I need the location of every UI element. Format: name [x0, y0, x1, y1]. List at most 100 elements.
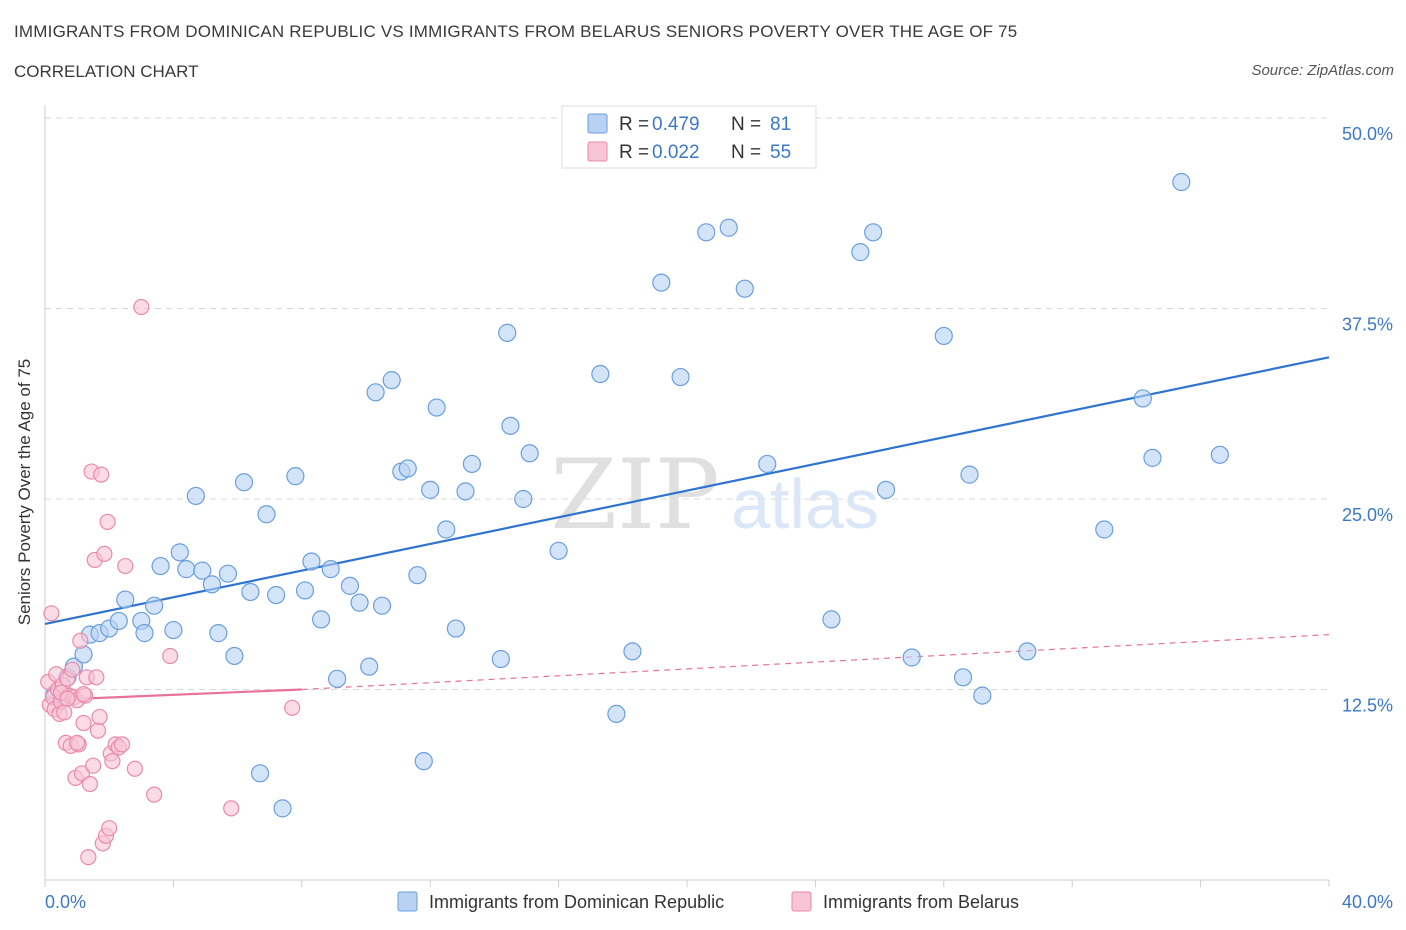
data-point-dominican-republic	[164, 620, 183, 640]
data-point-dominican-republic	[973, 686, 992, 705]
data-point-dominican-republic	[514, 489, 533, 509]
y-tick-label: 12.5%	[1342, 696, 1393, 716]
data-point-belarus	[80, 849, 97, 866]
data-point-belarus	[75, 714, 92, 732]
data-point-belarus	[99, 513, 116, 530]
axes	[44, 105, 1330, 887]
data-point-belarus	[85, 757, 102, 774]
data-point-dominican-republic	[719, 218, 738, 237]
data-point-dominican-republic	[607, 704, 626, 723]
data-point-dominican-republic	[360, 657, 379, 676]
data-point-belarus	[223, 800, 240, 817]
data-point-belarus	[73, 765, 91, 782]
legend-r-value-blue: 0.479	[652, 114, 700, 135]
data-point-dominican-republic	[193, 561, 212, 580]
y-tick-label: 50.0%	[1342, 124, 1393, 144]
data-point-dominican-republic	[257, 505, 276, 524]
data-point-dominican-republic	[1018, 642, 1037, 661]
data-point-belarus	[59, 690, 76, 707]
data-point-dominican-republic	[491, 649, 510, 669]
data-point-belarus	[93, 466, 110, 483]
data-point-belarus	[89, 722, 107, 739]
chart-subtitle: CORRELATION CHART	[14, 62, 199, 81]
data-point-dominican-republic	[372, 596, 392, 615]
data-point-dominican-republic	[851, 243, 870, 262]
series-legend-swatch-blue	[397, 891, 418, 912]
data-point-dominican-republic	[109, 611, 128, 631]
data-point-belarus	[96, 545, 113, 562]
data-point-dominican-republic	[822, 610, 841, 629]
data-point-dominican-republic	[340, 576, 360, 595]
data-point-dominican-republic	[697, 223, 716, 242]
data-point-dominican-republic	[953, 668, 973, 687]
data-point-belarus	[88, 669, 105, 686]
data-point-dominican-republic	[421, 480, 440, 499]
data-point-dominican-republic	[311, 610, 331, 629]
legend-n-label-blue: N =	[731, 114, 761, 135]
data-point-dominican-republic	[414, 752, 433, 771]
data-point-belarus	[101, 820, 118, 837]
data-point-dominican-republic	[302, 552, 321, 571]
data-point-dominican-republic	[116, 590, 135, 609]
data-point-dominican-republic	[671, 367, 690, 387]
data-point-dominican-republic	[1095, 520, 1114, 539]
data-point-belarus	[43, 605, 60, 622]
data-point-dominican-republic	[427, 398, 446, 417]
watermark-zip: ZIP	[550, 439, 719, 551]
data-point-dominican-republic	[234, 473, 254, 492]
tick-labels: 12.5% 25.0% 37.5% 50.0% 0.0% 40.0%	[45, 124, 1393, 912]
series-legend-swatch-pink	[791, 891, 812, 912]
data-point-dominican-republic	[735, 279, 754, 298]
legend-n-value-pink: 55	[770, 142, 791, 163]
series-legend-label-blue: Immigrants from Dominican Republic	[429, 892, 724, 912]
watermark: ZIP atlas	[550, 439, 879, 551]
x-tick-label: 40.0%	[1342, 892, 1393, 912]
data-point-dominican-republic	[446, 619, 465, 638]
data-point-belarus	[284, 699, 301, 716]
watermark-atlas: atlas	[731, 465, 879, 543]
data-point-dominican-republic	[498, 323, 517, 342]
data-point-belarus	[117, 557, 134, 575]
data-point-dominican-republic	[295, 581, 315, 600]
data-point-dominican-republic	[225, 646, 244, 666]
legend-r-value-pink: 0.022	[652, 142, 700, 163]
data-point-dominican-republic	[652, 273, 671, 292]
y-tick-label: 25.0%	[1342, 505, 1393, 525]
data-point-dominican-republic	[437, 520, 456, 539]
data-point-dominican-republic	[549, 541, 568, 560]
trendline-dominican-republic	[44, 356, 1330, 626]
data-point-belarus	[146, 786, 163, 803]
data-point-dominican-republic	[758, 454, 777, 474]
data-point-dominican-republic	[177, 560, 196, 579]
data-point-dominican-republic	[328, 669, 347, 688]
data-point-belarus	[81, 775, 99, 793]
data-point-dominican-republic	[250, 764, 270, 783]
trendline-belarus-extended	[301, 634, 1330, 691]
data-point-dominican-republic	[350, 593, 369, 612]
legend-r-label-blue: R =	[619, 114, 649, 135]
data-point-dominican-republic	[456, 482, 475, 501]
data-point-dominican-republic	[202, 575, 222, 594]
data-point-dominican-republic	[623, 642, 642, 661]
data-point-belarus	[72, 632, 89, 649]
data-point-dominican-republic	[241, 582, 260, 602]
data-point-dominican-republic	[960, 465, 979, 484]
source-label: Source: ZipAtlas.com	[1251, 62, 1394, 79]
legend-r-label-pink: R =	[619, 142, 649, 163]
data-point-dominican-republic	[218, 564, 238, 583]
data-point-belarus	[113, 736, 131, 753]
data-point-dominican-republic	[876, 480, 896, 499]
data-point-belarus	[104, 753, 121, 770]
data-point-dominican-republic	[186, 486, 205, 506]
data-point-dominican-republic	[321, 560, 340, 579]
data-point-dominican-republic	[135, 624, 154, 643]
data-point-belarus	[133, 298, 150, 316]
data-point-belarus	[68, 734, 86, 751]
data-point-dominican-republic	[170, 543, 189, 562]
data-point-dominican-republic	[1133, 389, 1152, 408]
data-point-dominican-republic	[934, 326, 953, 346]
data-point-dominican-republic	[408, 566, 427, 585]
legend-n-label-pink: N =	[731, 142, 761, 163]
data-point-belarus	[56, 704, 73, 721]
